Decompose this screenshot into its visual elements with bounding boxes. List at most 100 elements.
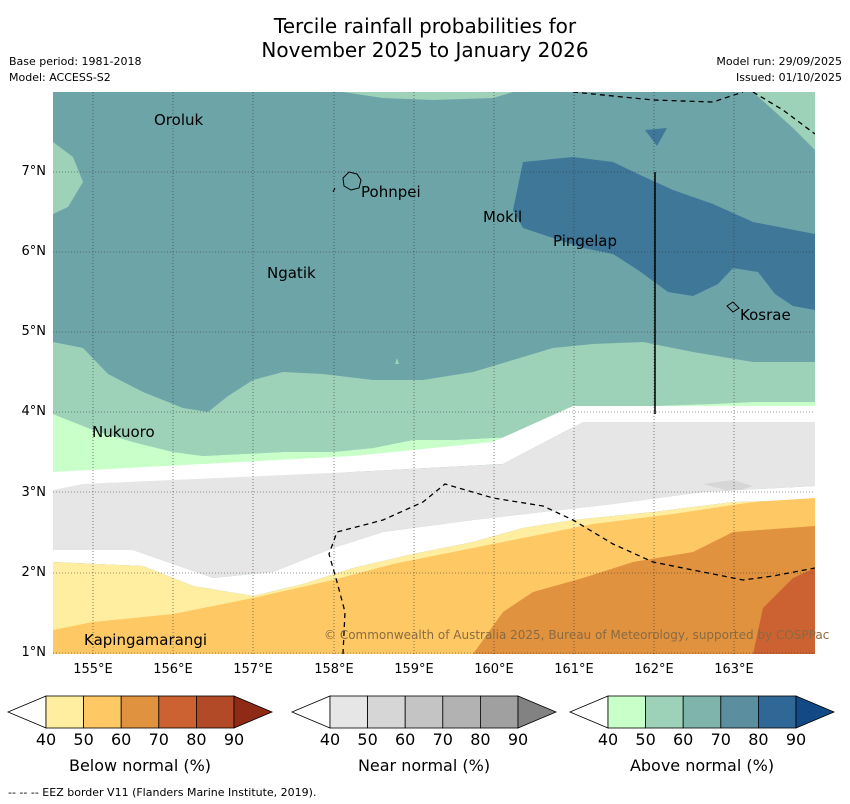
lon-label: 161°E	[554, 662, 594, 677]
place-oroluk: Oroluk	[154, 111, 204, 129]
colorbar-label-above: Above normal (%)	[629, 756, 775, 775]
colorbar-below-tick: 60	[111, 730, 132, 749]
gridlines	[53, 92, 815, 654]
colorbar-above-segment	[682, 695, 722, 729]
colorbar-above-segment	[645, 695, 684, 729]
colorbar-below-under	[6, 695, 47, 729]
base-period: Base period: 1981-2018	[9, 55, 142, 68]
eez-border	[328, 92, 815, 654]
colorbar-near	[290, 695, 558, 729]
colorbar-below-over	[233, 695, 274, 729]
above-60-north	[343, 92, 513, 100]
gap-1	[53, 406, 815, 492]
colorbar-near-segment	[442, 695, 481, 729]
map-title: Tercile rainfall probabilities for Novem…	[0, 14, 850, 62]
colorbar-below-tick: 50	[73, 730, 94, 749]
above-60-west	[53, 142, 83, 214]
lat-label: 1°N	[21, 645, 47, 660]
colorbar-below-segment	[83, 695, 122, 729]
colorbar-above-segment	[758, 695, 797, 729]
title-line-1: Tercile rainfall probabilities for	[273, 14, 577, 38]
colorbar-below-segment	[45, 695, 84, 729]
place-mokil: Mokil	[483, 208, 523, 226]
lon-label: 155°E	[73, 662, 113, 677]
colorbar-below-tick: 80	[186, 730, 207, 749]
place-kosrae: Kosrae	[740, 306, 791, 324]
colorbar-above-segment	[607, 695, 646, 729]
near-60-spot	[703, 480, 753, 492]
colorbar-above-tick: 50	[635, 730, 656, 749]
lon-label: 163°E	[714, 662, 754, 677]
colorbar-above	[568, 695, 836, 729]
colorbar-near-over	[517, 695, 558, 729]
above-60-ne	[753, 92, 815, 150]
title-line-2: November 2025 to January 2026	[261, 38, 589, 62]
colorbar-above-tick: 90	[785, 730, 807, 749]
lon-label: 162°E	[634, 662, 674, 677]
colorbar-near-tick: 40	[319, 730, 341, 749]
kosrae-outline	[726, 301, 740, 313]
above-80-region	[513, 157, 815, 310]
colorbar-below-tick: 70	[148, 730, 169, 749]
colorbar-label-below: Below normal (%)	[68, 756, 212, 775]
lat-label: 3°N	[21, 485, 47, 500]
colorbars	[6, 695, 836, 729]
lon-label: 159°E	[394, 662, 434, 677]
place-ngatik: Ngatik	[267, 264, 316, 282]
forecast-map	[53, 92, 815, 654]
colorbar-above-tick: 60	[673, 730, 694, 749]
colorbar-below-segment	[195, 695, 235, 729]
lat-label: 6°N	[21, 244, 47, 259]
colorbar-near-tick: 80	[470, 730, 491, 749]
place-pingelap: Pingelap	[553, 232, 618, 250]
above-80-spot	[645, 128, 667, 146]
colorbar-above-tick: 70	[710, 730, 731, 749]
colorbar-near-under	[290, 695, 331, 729]
colorbar-near-tick: 50	[357, 730, 378, 749]
colorbar-above-tick: 40	[597, 730, 619, 749]
copyright-note: © Commonwealth of Australia 2025, Bureau…	[324, 628, 830, 642]
place-kapingamarangi: Kapingamarangi	[84, 631, 208, 649]
lon-label: 160°E	[474, 662, 514, 677]
model-name: Model: ACCESS-S2	[9, 71, 111, 84]
below-70-region	[473, 526, 815, 654]
colorbar-near-tick: 70	[432, 730, 453, 749]
lat-label: 2°N	[21, 565, 47, 580]
colorbar-label-near: Near normal (%)	[357, 756, 491, 775]
lon-label: 158°E	[314, 662, 354, 677]
colorbar-near-tick: 60	[395, 730, 416, 749]
small-feature	[395, 358, 399, 364]
colorbar-above-segment	[720, 695, 759, 729]
island-mark	[332, 187, 336, 193]
eez-footnote: -- -- -- EEZ border V11 (Flanders Marine…	[8, 786, 317, 799]
colorbar-below	[6, 695, 274, 729]
place-pohnpei: Pohnpei	[361, 183, 421, 201]
lon-label: 156°E	[153, 662, 193, 677]
colorbar-above-tick: 80	[748, 730, 769, 749]
near-50-region	[53, 422, 815, 578]
issued-date: Issued: 01/10/2025	[735, 71, 842, 84]
colorbar-near-segment	[404, 695, 444, 729]
below-80-region	[753, 568, 815, 654]
model-run: Model run: 29/09/2025	[716, 55, 842, 68]
place-nukuoro: Nukuoro	[92, 423, 155, 441]
colorbar-near-segment	[329, 695, 368, 729]
meta-left: Base period: 1981-2018 Model: ACCESS-S2	[9, 54, 141, 86]
colorbar-below-segment	[158, 695, 197, 729]
lat-label: 4°N	[21, 404, 47, 419]
colorbar-near-segment	[367, 695, 406, 729]
lat-label: 5°N	[21, 324, 47, 339]
lat-label: 7°N	[21, 164, 47, 179]
colorbar-near-segment	[479, 695, 519, 729]
pohnpei-outline	[342, 171, 362, 191]
lon-label: 157°E	[233, 662, 273, 677]
above-60-band	[53, 342, 815, 456]
gap-2	[53, 486, 815, 596]
colorbar-below-segment	[120, 695, 160, 729]
meta-right: Model run: 29/09/2025 Issued: 01/10/2025	[716, 54, 842, 86]
colorbar-below-tick: 40	[35, 730, 57, 749]
colorbar-near-tick: 90	[507, 730, 529, 749]
colorbar-above-over	[795, 695, 836, 729]
colorbar-below-tick: 90	[223, 730, 245, 749]
colorbar-above-under	[568, 695, 609, 729]
